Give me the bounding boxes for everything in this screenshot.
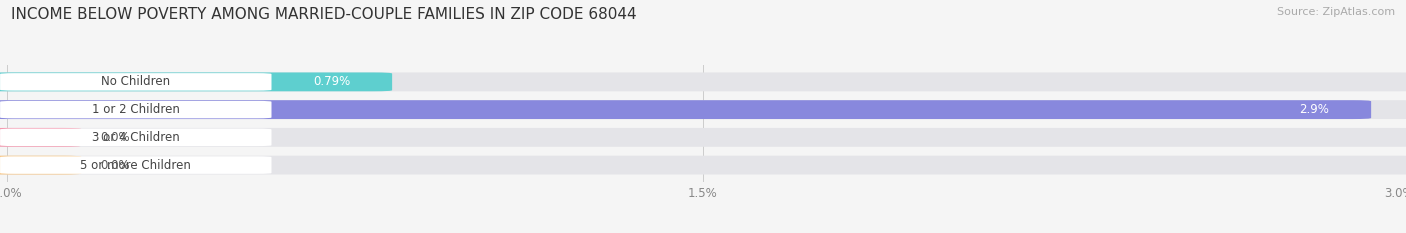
Text: 1 or 2 Children: 1 or 2 Children <box>91 103 180 116</box>
FancyBboxPatch shape <box>0 73 271 91</box>
FancyBboxPatch shape <box>0 128 1406 147</box>
Text: INCOME BELOW POVERTY AMONG MARRIED-COUPLE FAMILIES IN ZIP CODE 68044: INCOME BELOW POVERTY AMONG MARRIED-COUPL… <box>11 7 637 22</box>
Text: Source: ZipAtlas.com: Source: ZipAtlas.com <box>1277 7 1395 17</box>
Text: 3 or 4 Children: 3 or 4 Children <box>91 131 180 144</box>
FancyBboxPatch shape <box>0 128 82 147</box>
Text: 0.0%: 0.0% <box>100 159 129 171</box>
FancyBboxPatch shape <box>0 129 271 146</box>
Text: 5 or more Children: 5 or more Children <box>80 159 191 171</box>
Text: 0.0%: 0.0% <box>100 131 129 144</box>
FancyBboxPatch shape <box>0 156 1406 175</box>
FancyBboxPatch shape <box>0 100 1406 119</box>
FancyBboxPatch shape <box>0 101 271 118</box>
Text: No Children: No Children <box>101 75 170 88</box>
FancyBboxPatch shape <box>0 72 392 91</box>
Text: 2.9%: 2.9% <box>1299 103 1330 116</box>
FancyBboxPatch shape <box>0 156 271 174</box>
FancyBboxPatch shape <box>0 156 82 175</box>
Text: 0.79%: 0.79% <box>314 75 350 88</box>
FancyBboxPatch shape <box>0 100 1371 119</box>
FancyBboxPatch shape <box>0 72 1406 91</box>
